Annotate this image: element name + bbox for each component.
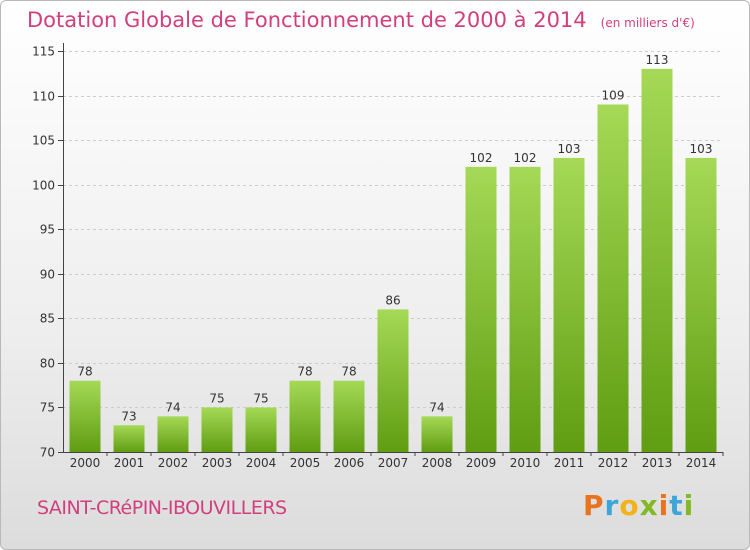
bar-2005 (289, 380, 321, 452)
proxiti-logo: Proxiti (583, 489, 694, 522)
x-tick-label-2008: 2008 (422, 456, 453, 470)
logo-letter: o (619, 489, 640, 522)
bar-2000 (69, 380, 101, 452)
logo-letter: r (604, 489, 620, 522)
axis-layer (58, 43, 724, 456)
x-tick-label-2000: 2000 (70, 456, 101, 470)
bar-2001 (113, 425, 145, 452)
bar-2012 (597, 104, 629, 452)
value-label-2010: 102 (514, 151, 537, 165)
x-tick-label-2011: 2011 (554, 456, 585, 470)
chart-title: Dotation Globale de Fonctionnement de 20… (27, 8, 695, 32)
labels-layer: 70 75 80 85 90 95 100 105 110 115 78 2000 73 2001 74 20… (32, 45, 716, 471)
x-tick-label-2010: 2010 (510, 456, 541, 470)
bar-2008 (421, 416, 453, 452)
value-label-2012: 109 (602, 88, 625, 102)
chart-title-text: Dotation Globale de Fonctionnement de 20… (27, 8, 587, 32)
value-label-2008: 74 (429, 400, 444, 414)
x-tick-label-2009: 2009 (466, 456, 497, 470)
bar-2010 (509, 166, 541, 452)
value-label-2002: 74 (165, 400, 180, 414)
y-tick-label: 105 (32, 134, 55, 148)
y-tick-label: 95 (40, 223, 55, 237)
x-tick-label-2003: 2003 (202, 456, 233, 470)
y-tick-label: 75 (40, 401, 55, 415)
chart-unit: (en milliers d'€) (600, 16, 695, 30)
bar-2003 (201, 407, 233, 452)
y-tick-label: 90 (40, 268, 55, 282)
logo-letter: P (583, 489, 605, 522)
value-label-2009: 102 (470, 151, 493, 165)
x-tick-label-2012: 2012 (598, 456, 629, 470)
y-tick-label: 85 (40, 312, 55, 326)
bar-2013 (641, 68, 673, 453)
bar-2006 (333, 380, 365, 452)
x-tick-label-2004: 2004 (246, 456, 277, 470)
logo-letter: t (669, 489, 684, 522)
value-label-2006: 78 (341, 365, 356, 379)
x-tick-label-2001: 2001 (114, 456, 145, 470)
value-label-2005: 78 (297, 365, 312, 379)
value-label-2007: 86 (385, 293, 400, 307)
value-label-2001: 73 (121, 409, 136, 423)
x-tick-label-2007: 2007 (378, 456, 409, 470)
y-tick-label: 115 (32, 45, 55, 59)
x-tick-label-2005: 2005 (290, 456, 321, 470)
logo-letter: i (683, 489, 695, 522)
value-label-2004: 75 (253, 391, 268, 405)
bar-2011 (553, 157, 585, 452)
y-tick-label: 70 (40, 446, 55, 460)
bar-2007 (377, 309, 409, 452)
value-label-2000: 78 (77, 365, 92, 379)
value-label-2014: 103 (690, 142, 713, 156)
value-label-2003: 75 (209, 391, 224, 405)
bars-layer (69, 68, 717, 453)
bar-2009 (465, 166, 497, 452)
x-tick-label-2013: 2013 (642, 456, 673, 470)
logo-letter: x (639, 489, 659, 522)
x-tick-label-2002: 2002 (158, 456, 189, 470)
x-tick-label-2006: 2006 (334, 456, 365, 470)
y-tick-label: 100 (32, 179, 55, 193)
y-tick-label: 80 (40, 357, 55, 371)
bar-2004 (245, 407, 277, 452)
x-tick-label-2014: 2014 (686, 456, 717, 470)
commune-name: SAINT-CRéPIN-IBOUVILLERS (37, 497, 287, 519)
bar-2002 (157, 416, 189, 452)
value-label-2011: 103 (558, 142, 581, 156)
bar-2014 (685, 157, 717, 452)
logo-letter: i (658, 489, 670, 522)
y-tick-label: 110 (32, 90, 55, 104)
value-label-2013: 113 (646, 53, 669, 67)
